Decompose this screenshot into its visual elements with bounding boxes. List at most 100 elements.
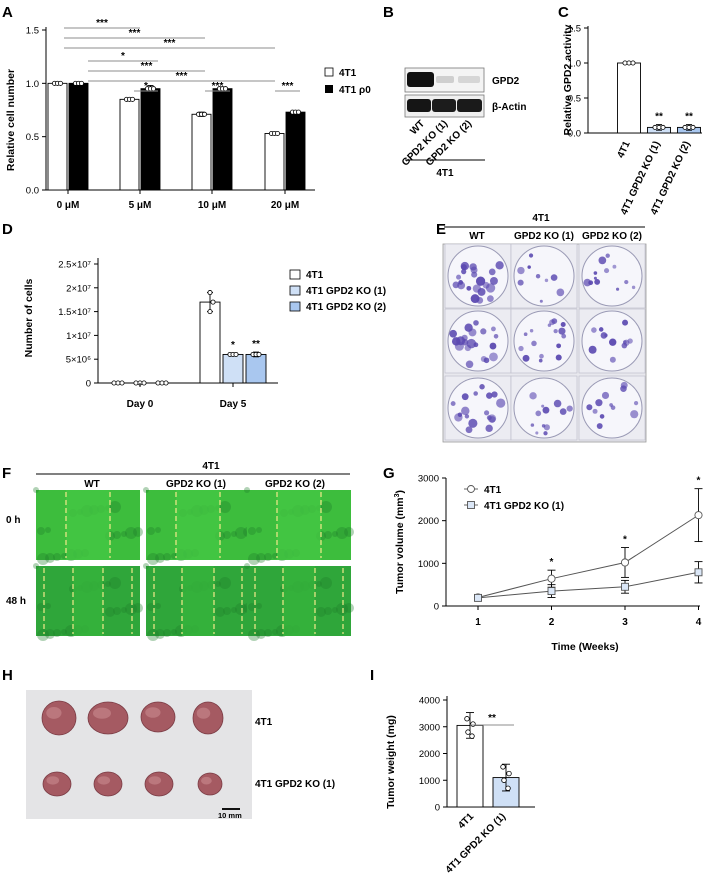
panel-d-chart: Number of cells 0 5×10⁶ 1×10⁷ 1.5×10⁷ 2×10⁷ 2…: [23, 258, 386, 410]
panel-g-legend-label-1: 4T1: [484, 485, 502, 496]
cell-texture: [244, 563, 250, 569]
blot-lane-wt: WT: [408, 118, 427, 137]
cell-texture: [272, 629, 278, 635]
panel-i-ytick-label: 2000: [419, 749, 440, 760]
colony: [555, 354, 562, 361]
tumor-specimen-2: [87, 701, 129, 735]
plate-dish: [581, 245, 643, 307]
panel-g-point-4t1-4: [694, 511, 703, 520]
colony: [461, 334, 468, 341]
cell-texture: [235, 527, 247, 539]
panel-label-e: E: [436, 221, 446, 238]
cell-texture: [45, 553, 55, 563]
panel-i-ytick-label: 1000: [419, 776, 440, 787]
colony: [469, 263, 477, 271]
colony: [591, 327, 597, 333]
panel-g-ytick-label: 1000: [418, 559, 439, 570]
panel-c-ytick-label: 0.5: [568, 94, 581, 105]
colony: [457, 281, 466, 290]
cell-texture: [235, 603, 247, 615]
wound-gap: [73, 566, 103, 636]
colony: [461, 269, 467, 275]
panel-d-legend-swatch-1: [289, 269, 301, 280]
cell-texture: [219, 501, 231, 513]
panel-i-xtick-1: 4T1: [456, 811, 476, 831]
colony: [465, 360, 474, 369]
colony: [461, 393, 469, 401]
cell-texture: [256, 553, 266, 563]
cell-texture: [248, 553, 260, 565]
colony: [487, 295, 494, 303]
colony: [530, 423, 535, 427]
colony: [542, 406, 550, 414]
colony: [566, 405, 573, 412]
tumor-highlight: [46, 706, 62, 719]
panel-a-sig-mark-7: *: [144, 81, 148, 92]
colony: [616, 287, 620, 291]
colony: [473, 391, 478, 396]
colony: [594, 279, 601, 285]
tumor-specimen-7: [144, 771, 174, 797]
cell-texture: [256, 527, 262, 533]
panel-label-i: I: [370, 667, 374, 684]
cell-texture: [155, 603, 161, 609]
colony: [486, 392, 493, 399]
panel-c-bar-2-point-3: [660, 124, 666, 130]
panel-d-ytick-label: 2.5×10⁷: [58, 260, 91, 271]
panel-a-sig-mark-4: *: [121, 51, 125, 62]
wound-gap: [176, 490, 220, 560]
colony: [491, 391, 498, 398]
panel-h-row-label-2: 4T1 GPD2 KO (1): [255, 779, 335, 790]
colony: [593, 276, 597, 280]
panel-d-ytick-label: 5×10⁶: [66, 355, 91, 366]
panel-d-sig-mark-2: **: [252, 339, 260, 350]
panel-b-western-blot: GPD2 β-Actin WT GPD2 KO (1) GPD2 KO (2) …: [400, 67, 526, 179]
colony: [518, 345, 524, 352]
cell-texture: [53, 553, 61, 561]
panel-a-bar-rho0-3: [212, 88, 233, 191]
panel-a-bar-rho0-4: [285, 111, 306, 191]
cell-texture: [37, 603, 45, 611]
panel-c-ytick-label: 1.0: [568, 59, 581, 70]
panel-g-point-ko-2: [547, 587, 556, 596]
colony: [523, 332, 528, 337]
panel-g-sig-mark-3: *: [697, 476, 701, 487]
cell-texture: [143, 563, 149, 569]
panel-i-point-1-4: [469, 733, 475, 739]
panel-c-sig-mark-2: **: [685, 112, 693, 123]
tumor-specimen-6: [93, 771, 123, 797]
panel-g-sig-mark-2: *: [623, 535, 627, 546]
panel-f-col-ko2: GPD2 KO (2): [265, 479, 325, 490]
panel-i-point-1-1: [464, 716, 470, 722]
panel-c-bar-3-point-2: [686, 124, 692, 130]
panel-c-bar-1-point-2: [626, 60, 632, 66]
wound-gap: [277, 490, 321, 560]
panel-a-bar-4t1-4: [264, 133, 285, 191]
panel-g-point-4t1-2: [547, 574, 556, 583]
panel-i-ytick-label: 4000: [419, 696, 440, 707]
cell-texture: [45, 527, 51, 533]
cell-texture: [231, 607, 237, 613]
colony: [488, 268, 496, 276]
cell-texture: [215, 581, 221, 587]
panel-a-ytick-label: 1.5: [26, 26, 39, 37]
panel-i-sig-mark: **: [488, 713, 496, 724]
panel-a-bar-point-3: [150, 86, 156, 92]
panel-g-series-line-2: [477, 571, 699, 599]
colony: [633, 401, 639, 406]
panel-h-scale-label: 10 mm: [218, 811, 242, 820]
panel-g-ytick-label: 0: [434, 602, 439, 613]
cell-texture: [336, 527, 348, 539]
cell-texture: [109, 501, 121, 513]
colony: [480, 328, 487, 335]
panel-g-point-ko-4: [694, 568, 703, 577]
colony: [535, 410, 542, 417]
colony: [543, 431, 548, 436]
panel-i-point-1-2: [470, 721, 476, 727]
cell-texture: [320, 501, 332, 513]
colony: [605, 253, 610, 258]
cell-texture: [223, 607, 231, 615]
colony: [595, 399, 603, 407]
colony: [482, 281, 490, 289]
colony: [464, 414, 470, 419]
